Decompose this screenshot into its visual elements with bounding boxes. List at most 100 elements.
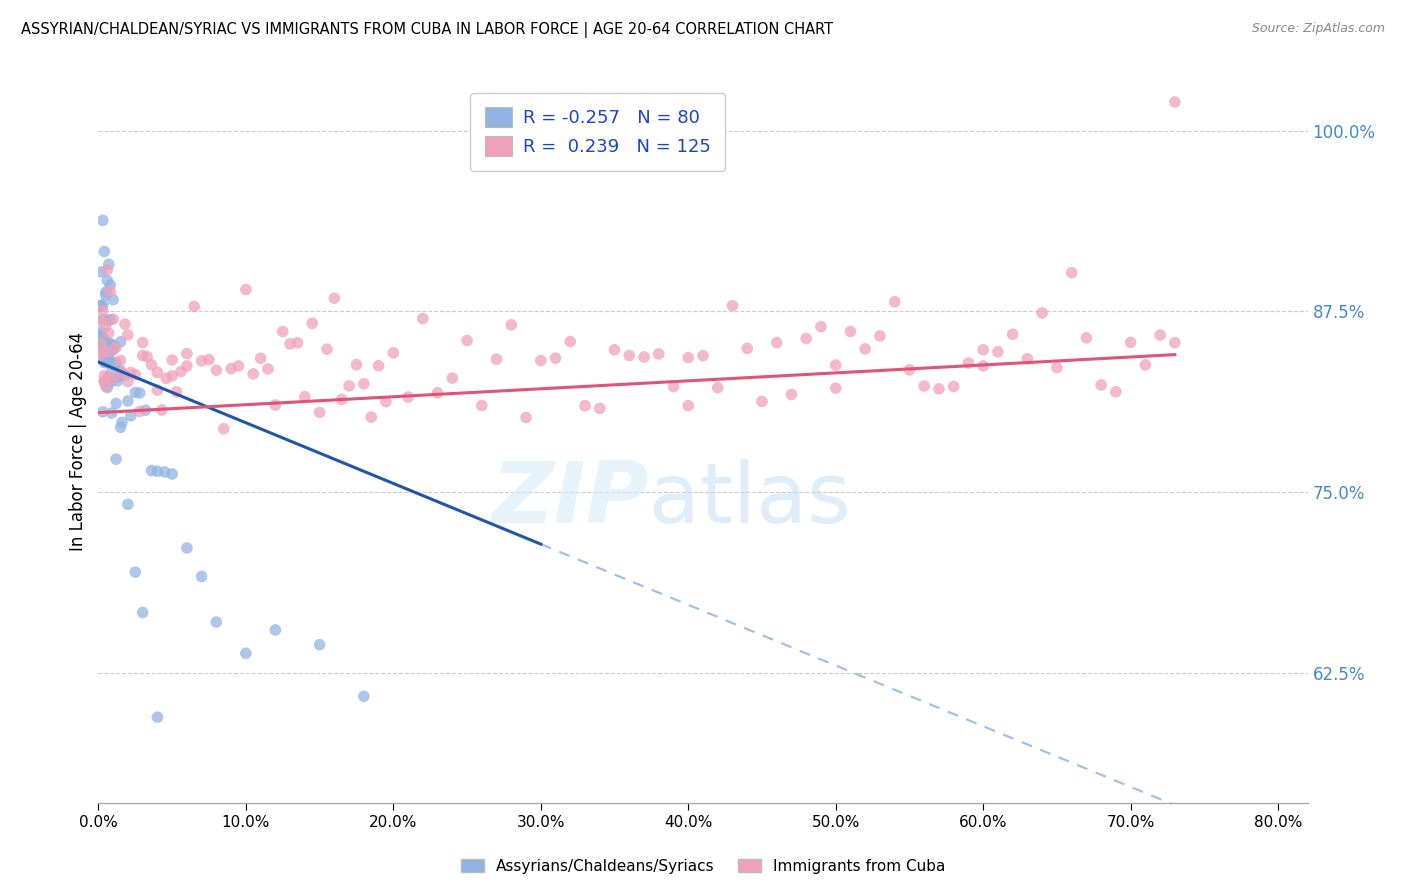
- Text: Source: ZipAtlas.com: Source: ZipAtlas.com: [1251, 22, 1385, 36]
- Point: [91, 337, 114, 351]
- Point: [166, 384, 188, 399]
- Point: [235, 283, 257, 297]
- Point: [367, 359, 389, 373]
- Point: [90, 314, 112, 328]
- Point: [176, 359, 198, 373]
- Text: ZIP: ZIP: [491, 458, 648, 541]
- Point: [824, 358, 846, 372]
- Point: [91, 345, 114, 359]
- Point: [90, 335, 112, 350]
- Point: [93, 334, 115, 348]
- Point: [662, 379, 685, 393]
- Point: [706, 381, 728, 395]
- Point: [124, 368, 146, 382]
- Point: [176, 541, 198, 555]
- Point: [308, 405, 330, 419]
- Point: [98, 344, 121, 359]
- Point: [101, 343, 124, 357]
- Point: [141, 464, 163, 478]
- Point: [603, 343, 626, 357]
- Point: [780, 387, 803, 401]
- Point: [146, 383, 169, 397]
- Point: [337, 379, 360, 393]
- Legend: R = -0.257   N = 80, R =  0.239   N = 125: R = -0.257 N = 80, R = 0.239 N = 125: [470, 93, 725, 170]
- Point: [89, 331, 111, 345]
- Point: [98, 336, 121, 351]
- Point: [146, 464, 169, 478]
- Point: [114, 368, 136, 383]
- Point: [160, 467, 183, 481]
- Text: ASSYRIAN/CHALDEAN/SYRIAC VS IMMIGRANTS FROM CUBA IN LABOR FORCE | AGE 20-64 CORR: ASSYRIAN/CHALDEAN/SYRIAC VS IMMIGRANTS F…: [21, 22, 834, 38]
- Point: [287, 335, 309, 350]
- Point: [105, 452, 128, 467]
- Point: [91, 213, 114, 227]
- Point: [294, 390, 316, 404]
- Point: [869, 329, 891, 343]
- Point: [107, 374, 129, 388]
- Point: [678, 351, 700, 365]
- Point: [120, 409, 142, 423]
- Point: [485, 352, 508, 367]
- Point: [94, 351, 117, 366]
- Point: [219, 361, 242, 376]
- Point: [1090, 378, 1112, 392]
- Point: [101, 339, 124, 353]
- Point: [1135, 358, 1157, 372]
- Point: [574, 399, 596, 413]
- Point: [242, 367, 264, 381]
- Point: [101, 372, 124, 386]
- Point: [94, 349, 117, 363]
- Point: [972, 359, 994, 373]
- Point: [150, 403, 173, 417]
- Point: [501, 318, 523, 332]
- Point: [101, 372, 124, 386]
- Point: [105, 356, 128, 370]
- Point: [114, 317, 136, 331]
- Point: [257, 362, 280, 376]
- Text: atlas: atlas: [648, 458, 851, 540]
- Point: [375, 394, 398, 409]
- Point: [124, 565, 146, 579]
- Point: [96, 343, 118, 358]
- Point: [678, 399, 700, 413]
- Point: [249, 351, 271, 366]
- Point: [839, 325, 862, 339]
- Point: [1164, 95, 1187, 109]
- Point: [824, 381, 846, 395]
- Point: [160, 353, 183, 368]
- Point: [456, 334, 478, 348]
- Point: [633, 350, 655, 364]
- Point: [93, 353, 115, 368]
- Point: [205, 615, 228, 629]
- Point: [110, 366, 132, 380]
- Point: [131, 335, 153, 350]
- Point: [382, 346, 405, 360]
- Point: [97, 370, 120, 384]
- Point: [96, 337, 118, 351]
- Point: [1060, 266, 1083, 280]
- Point: [89, 348, 111, 362]
- Point: [117, 497, 139, 511]
- Point: [90, 265, 112, 279]
- Point: [131, 606, 153, 620]
- Point: [93, 374, 115, 388]
- Point: [176, 346, 198, 360]
- Point: [765, 335, 787, 350]
- Point: [544, 351, 567, 365]
- Point: [97, 326, 120, 340]
- Point: [96, 273, 118, 287]
- Point: [97, 352, 120, 367]
- Point: [412, 311, 434, 326]
- Point: [190, 569, 212, 583]
- Point: [90, 300, 112, 314]
- Point: [93, 355, 115, 369]
- Point: [146, 710, 169, 724]
- Point: [942, 379, 965, 393]
- Point: [170, 365, 193, 379]
- Point: [278, 337, 301, 351]
- Point: [1046, 360, 1069, 375]
- Point: [987, 344, 1010, 359]
- Point: [105, 396, 128, 410]
- Point: [153, 465, 176, 479]
- Point: [589, 401, 612, 416]
